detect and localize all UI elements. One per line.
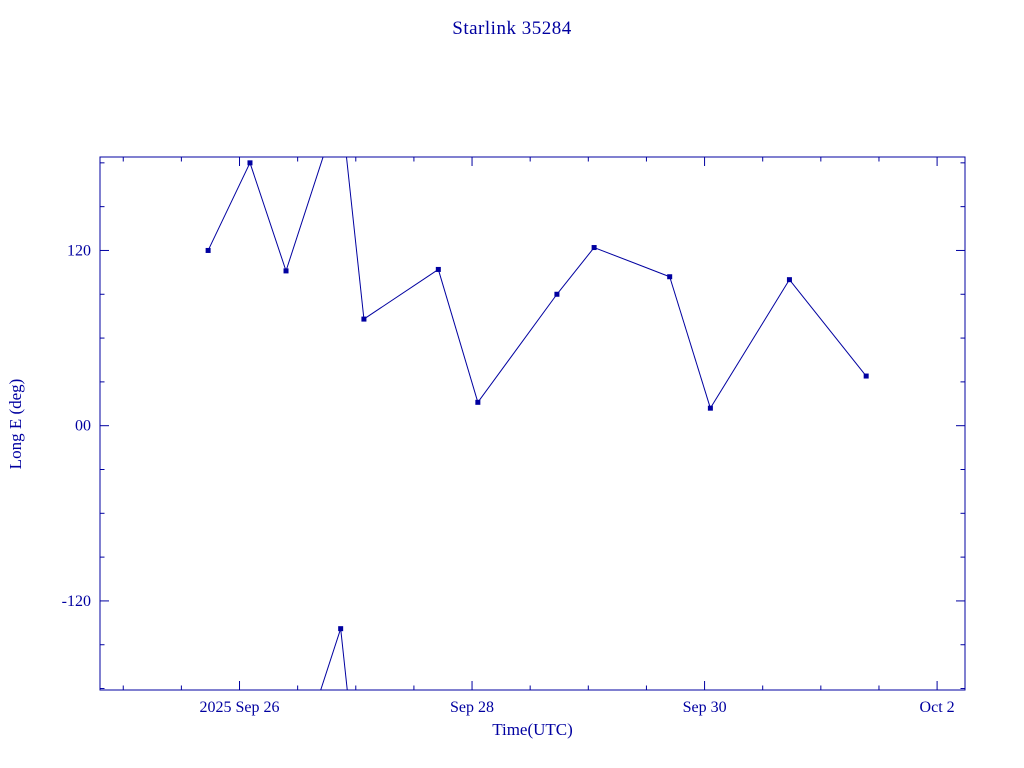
data-line-segment	[593, 247, 670, 278]
x-tick-label: 2025 Sep 26	[200, 699, 280, 716]
x-axis-label: Time(UTC)	[492, 720, 573, 739]
data-line-segment	[477, 293, 558, 403]
x-tick-label: Sep 28	[450, 699, 494, 716]
data-point-marker	[591, 245, 597, 251]
plot-frame	[99, 156, 966, 691]
data-point-marker	[863, 373, 869, 379]
data-point-marker	[283, 268, 289, 274]
y-tick-label: 00	[75, 418, 91, 435]
data-line-segment	[669, 276, 711, 409]
data-line-segment	[437, 269, 479, 403]
data-point-marker	[247, 160, 253, 166]
data-point-marker	[667, 274, 673, 280]
data-series	[205, 157, 869, 690]
data-line-segment	[320, 628, 342, 690]
data-line-segment	[709, 279, 790, 409]
y-tick-label: -120	[62, 593, 91, 610]
y-tick-label: 120	[67, 242, 91, 259]
data-line-segment	[556, 247, 595, 295]
data-point-marker	[475, 399, 481, 405]
data-point-marker	[554, 291, 560, 297]
data-point-marker	[205, 247, 211, 253]
data-line-segment	[285, 157, 324, 272]
data-line-segment	[345, 157, 365, 320]
data-line-segment	[249, 162, 287, 272]
data-point-marker	[435, 266, 441, 272]
data-line-segment	[789, 279, 867, 377]
x-tick-label: Oct 2	[920, 699, 955, 716]
data-point-marker	[361, 316, 367, 322]
data-line-segment	[340, 628, 348, 690]
data-point-marker	[338, 626, 344, 632]
data-line-segment	[207, 162, 251, 251]
data-point-marker	[786, 277, 792, 283]
chart-title: Starlink 35284	[452, 18, 572, 39]
data-line-segment	[363, 269, 439, 320]
x-tick-label: Sep 30	[683, 699, 727, 716]
data-point-marker	[707, 405, 713, 411]
